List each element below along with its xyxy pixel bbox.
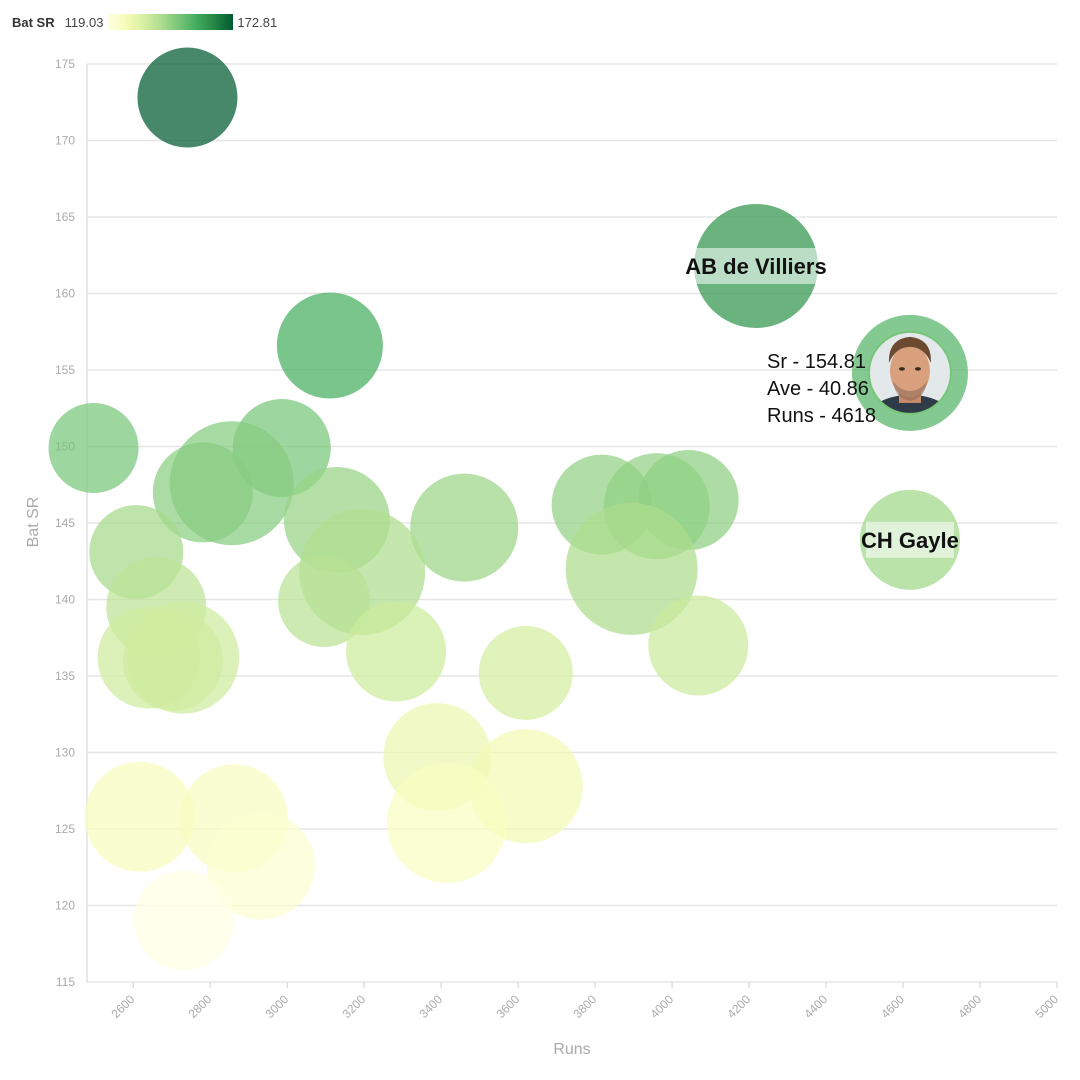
x-tick-label: 4600 [878, 992, 907, 1021]
bubble[interactable] [410, 473, 519, 582]
x-tick-label: 3600 [493, 992, 522, 1021]
y-tick-label: 165 [55, 210, 75, 224]
y-tick-label: 115 [56, 975, 75, 989]
bubble[interactable] [346, 601, 447, 702]
tooltip: Sr - 154.81 Ave - 40.86 Runs - 4618 [767, 330, 952, 427]
x-tick-label: 5000 [1032, 992, 1061, 1021]
y-tick-label: 145 [55, 516, 75, 530]
bubble[interactable] [648, 595, 749, 696]
x-tick-label: 4400 [801, 992, 830, 1021]
bubble-label: CH Gayle [861, 528, 959, 553]
y-tick-label: 175 [55, 57, 75, 71]
y-tick-label: 130 [55, 746, 75, 760]
bubble[interactable] [84, 761, 195, 872]
bubble[interactable] [137, 47, 238, 148]
x-tick-label: 2800 [186, 992, 215, 1021]
x-axis: 2600 2800 3000 3200 3400 3600 3800 4000 4200 4400… [109, 982, 1061, 1021]
x-tick-label: 3800 [570, 992, 599, 1021]
x-axis-title: Runs [553, 1041, 590, 1058]
legend-title: Bat SR [12, 14, 55, 30]
bubble[interactable] [386, 762, 507, 883]
bubbles [48, 47, 968, 971]
x-tick-label: 4800 [955, 992, 984, 1021]
tooltip-line: Ave - 40.86 [767, 378, 869, 400]
legend-min: 119.03 [64, 14, 104, 30]
x-tick-label: 3000 [262, 992, 291, 1021]
bubble[interactable] [276, 292, 383, 399]
y-tick-label: 120 [55, 899, 75, 913]
y-tick-label: 125 [55, 822, 75, 836]
avatar-ring [867, 330, 952, 415]
y-axis: 115120125130135140145150155160165170175 [55, 57, 88, 989]
tooltip-line: Sr - 154.81 [767, 351, 866, 373]
y-tick-label: 170 [55, 134, 75, 148]
bubble[interactable] [48, 403, 139, 494]
bubble[interactable] [565, 502, 698, 635]
color-legend: Bat SR 119.03 172.81 [12, 12, 277, 32]
tooltip-line: Runs - 4618 [767, 405, 876, 427]
y-axis-title: Bat SR [25, 497, 42, 548]
y-tick-label: 135 [55, 669, 75, 683]
legend-max: 172.81 [237, 14, 278, 30]
bubble-labels: AB de Villiers CH Gayle [674, 247, 959, 558]
legend-gradient [107, 14, 234, 30]
label-band [865, 521, 954, 558]
x-tick-label: 3200 [339, 992, 368, 1021]
bubble-label: AB de Villiers [685, 254, 826, 279]
x-tick-label: 4000 [647, 992, 676, 1021]
bubble[interactable] [478, 625, 573, 720]
y-tick-label: 155 [55, 363, 75, 377]
bubble[interactable] [278, 555, 371, 648]
y-tick-label: 160 [55, 287, 75, 301]
bubble[interactable] [134, 870, 234, 971]
x-tick-label: 4200 [724, 992, 753, 1021]
label-band [674, 247, 838, 284]
bubble[interactable] [206, 811, 315, 920]
x-tick-label: 3400 [416, 992, 445, 1021]
y-tick-label: 140 [55, 593, 75, 607]
x-tick-label: 2600 [109, 992, 138, 1021]
bubble[interactable] [169, 421, 294, 546]
bubble[interactable] [127, 601, 240, 714]
